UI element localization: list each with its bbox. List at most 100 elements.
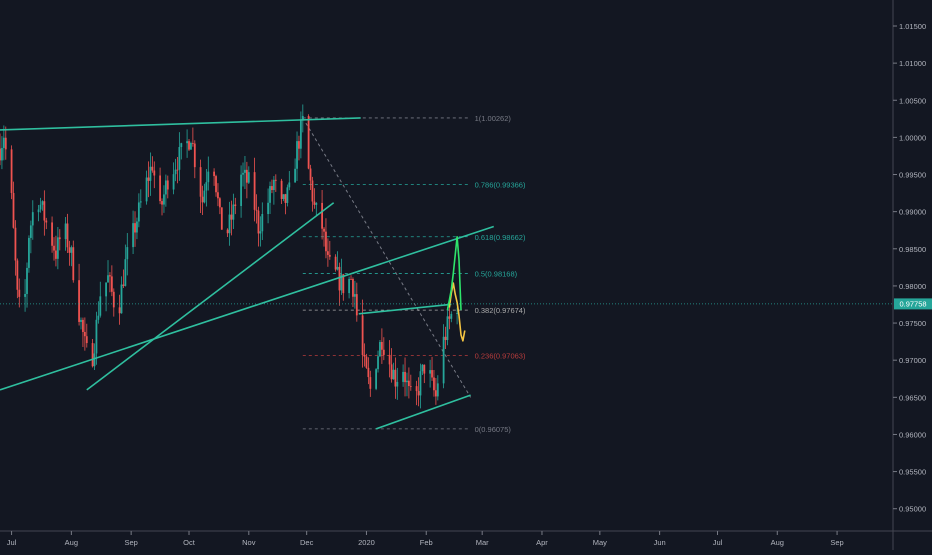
candle-body [110, 276, 113, 292]
candle-body [220, 207, 223, 230]
trendline[interactable] [86, 202, 335, 391]
candle-body [280, 180, 283, 199]
price-tick-label: 0.98500 [899, 245, 926, 254]
candle-body [82, 319, 84, 332]
candle-body [0, 148, 1, 161]
candle-body [450, 313, 453, 319]
price-tick-label: 0.96500 [899, 393, 926, 402]
price-tick-label: 0.95000 [899, 505, 926, 514]
time-tick-label: Aug [65, 538, 78, 547]
candle-body [18, 289, 21, 297]
price-tick-label: 0.97500 [899, 319, 926, 328]
candle-body [311, 180, 314, 202]
candle-body [207, 171, 210, 183]
candle-body [199, 167, 202, 197]
fib-trend-line[interactable] [302, 117, 472, 398]
trendline[interactable] [375, 394, 471, 430]
candle-body [315, 202, 318, 205]
candle-body [145, 177, 148, 202]
candle-body [247, 172, 250, 183]
price-tick-label: 0.99500 [899, 171, 926, 180]
candle-body [97, 315, 100, 320]
price-tick-label: 1.00000 [899, 133, 926, 142]
trendline[interactable] [0, 225, 495, 391]
candle-body [136, 221, 138, 233]
candle-body [419, 371, 422, 396]
candle-body [68, 247, 71, 253]
candle-body [178, 147, 181, 170]
fib-level-label: 0.382(0.97674) [475, 306, 526, 315]
candle-body [188, 141, 190, 150]
candle-body [147, 177, 150, 181]
candle-body [230, 214, 233, 220]
candle-body [64, 223, 67, 240]
candle-body [12, 192, 15, 228]
candle-body [203, 190, 206, 203]
price-scale[interactable]: 1.01500 1.01000 1.00500 1.00000 0.99500 0.990… [893, 22, 926, 514]
candle-body [99, 296, 102, 316]
candle-body [190, 142, 192, 150]
candle-body [269, 186, 271, 203]
candle-body [352, 278, 354, 297]
candle-body [363, 355, 366, 357]
candle-body [39, 204, 42, 210]
candle-body [294, 168, 296, 183]
candle-body [407, 380, 410, 387]
candle-body [456, 312, 459, 314]
candle-body [274, 179, 277, 181]
candle-body [215, 176, 217, 193]
trendline[interactable] [0, 117, 361, 131]
time-tick-label: Sep [124, 538, 137, 547]
candle-body [137, 202, 140, 222]
candle-body [272, 179, 275, 191]
trendline[interactable] [358, 303, 452, 315]
price-tick-label: 0.97000 [899, 356, 926, 365]
candle-body [180, 143, 183, 148]
price-tick-label: 1.01000 [899, 59, 926, 68]
candle-body [429, 370, 432, 374]
candle-body [83, 331, 86, 337]
candle-body [353, 294, 356, 297]
candle-body [369, 377, 372, 389]
candle-body [409, 386, 412, 387]
candle-body [80, 319, 82, 322]
candle-body [234, 204, 237, 206]
candle-body [261, 214, 264, 232]
candle-body [367, 367, 370, 378]
time-scale[interactable]: Jul Aug Sep Oct Nov Dec 2020 Feb Mar Apr May Jun Jul… [7, 531, 844, 547]
candle-body [93, 353, 96, 367]
trendlines[interactable] [0, 117, 495, 430]
candle-body [298, 141, 300, 149]
candle-body [55, 250, 57, 259]
fib-level-label: 0.786(0.99366) [475, 180, 526, 189]
candle-body [43, 201, 46, 221]
candle-body [404, 371, 406, 383]
candle-body [299, 120, 302, 149]
price-tick-label: 0.95500 [899, 468, 926, 477]
candle-body [375, 369, 378, 389]
candle-body [124, 259, 127, 286]
candle-body [10, 149, 13, 193]
fib-level-label: 0.236(0.97063) [475, 352, 526, 361]
candle-body [323, 228, 325, 232]
candle-body [134, 223, 136, 233]
candle-body [149, 166, 152, 181]
projection-paths[interactable] [446, 236, 466, 342]
fibonacci-retracement[interactable]: 1(1.00262) 0.786(0.99366) 0.618(0.98662) 0.… [302, 114, 526, 434]
candle-body [328, 254, 331, 257]
price-tick-label: 0.96000 [899, 430, 926, 439]
candle-body [78, 280, 80, 322]
candle-body [282, 194, 285, 199]
candle-body [174, 169, 177, 175]
candle-body [28, 237, 30, 268]
candle-body [255, 209, 258, 211]
last-price-box [894, 298, 932, 310]
candle-body [107, 275, 109, 283]
candle-body [153, 170, 156, 176]
projection-path-green[interactable] [446, 236, 462, 311]
candle-body [2, 137, 5, 148]
time-tick-label: Jun [654, 538, 666, 547]
